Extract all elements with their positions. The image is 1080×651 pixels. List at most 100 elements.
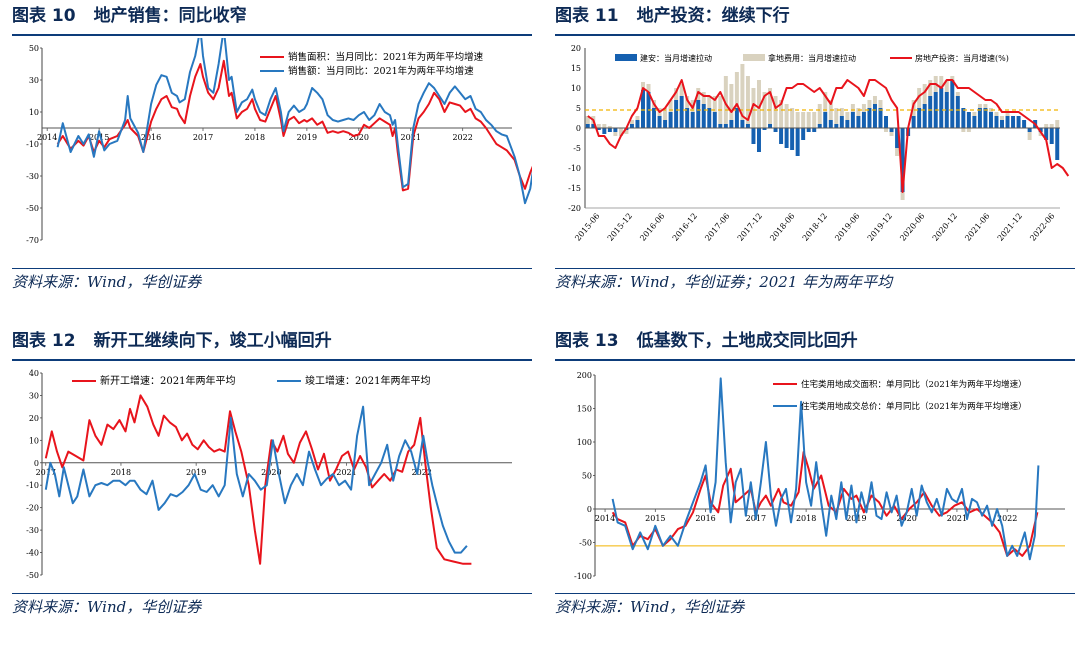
bar-land: [663, 108, 668, 120]
y-tick-label: -70: [26, 236, 39, 245]
bar-construction: [812, 128, 817, 132]
y-tick-label: 0: [587, 505, 592, 514]
bar-land: [1049, 124, 1054, 128]
bar-construction: [635, 120, 640, 128]
x-tick-label: 2021: [336, 468, 356, 477]
x-tick-label: 2017: [36, 468, 56, 477]
bar-construction: [657, 116, 662, 128]
x-tick-label: 2018-06: [768, 212, 796, 243]
x-tick-label: 2015-06: [573, 212, 601, 243]
x-tick-label: 2021: [947, 514, 967, 523]
bar-construction: [668, 112, 673, 128]
source-note: 资料来源：Wind，华创证券: [12, 593, 532, 620]
bar-construction: [585, 124, 590, 128]
bar-construction: [591, 124, 596, 128]
bar-land: [806, 112, 811, 128]
series-line: [611, 377, 1040, 561]
y-tick-label: 30: [29, 76, 39, 85]
bar-land: [679, 84, 684, 96]
x-tick-label: 2021-12: [996, 212, 1024, 243]
x-tick-label: 2022: [412, 468, 432, 477]
bar-land: [944, 80, 949, 92]
bar-construction: [1016, 116, 1021, 128]
bar-construction: [607, 128, 612, 132]
bar-construction: [602, 128, 607, 134]
bar-land: [972, 112, 977, 116]
bar-land: [845, 112, 850, 120]
bar-construction: [696, 100, 701, 128]
bar-construction: [917, 108, 922, 128]
x-tick-label: 2015-12: [606, 212, 634, 243]
bar-land: [895, 148, 900, 156]
bar-construction: [751, 128, 756, 144]
bar-construction: [895, 128, 900, 148]
bar-construction: [961, 108, 966, 128]
bar-construction: [856, 116, 861, 128]
x-tick-label: 2020: [261, 468, 281, 477]
bar-land: [723, 76, 728, 124]
bar-land: [872, 96, 877, 104]
y-tick-label: -10: [568, 164, 581, 173]
series-line: [44, 405, 468, 554]
bar-construction: [784, 128, 789, 148]
x-tick-label: 2021: [401, 133, 421, 142]
legend-label: 建安：当月增速拉动: [640, 53, 712, 63]
bar-land: [950, 76, 955, 80]
bar-land: [635, 116, 640, 120]
bar-land: [751, 88, 756, 128]
bar-construction: [679, 96, 684, 128]
bar-land: [768, 88, 773, 124]
bar-land: [784, 104, 789, 128]
legend-label: 拿地费用：当月增速拉动: [768, 53, 856, 63]
x-tick-label: 2022-06: [1028, 212, 1056, 243]
bar-construction: [911, 116, 916, 128]
x-tick-label: 2017-12: [736, 212, 764, 243]
x-tick-label: 2016: [695, 514, 715, 523]
bar-land: [884, 128, 889, 132]
bar-construction: [1027, 128, 1032, 132]
bar-land: [602, 124, 607, 128]
y-tick-label: -50: [579, 539, 592, 548]
bar-land: [790, 108, 795, 128]
bar-land: [983, 104, 988, 108]
bar-construction: [1044, 128, 1049, 140]
bar-construction: [884, 116, 889, 128]
y-tick-label: -15: [568, 184, 581, 193]
y-tick-label: 150: [577, 405, 592, 414]
legend-label: 销售额：当月同比：2021年为两年平均增速: [288, 65, 474, 77]
y-tick-label: 200: [577, 371, 592, 380]
bar-land: [629, 120, 634, 124]
y-tick-label: -50: [26, 204, 39, 213]
bar-construction: [867, 108, 872, 128]
bar-land: [729, 84, 734, 120]
bar-land: [878, 100, 883, 108]
panel-land: 图表 13 低基数下，土地成交同比回升 200 150 100 50 0 -50 -100 20…: [555, 325, 1075, 645]
bar-land: [712, 96, 717, 112]
bar-construction: [734, 108, 739, 128]
bar-construction: [773, 128, 778, 132]
x-tick-label: 2017-06: [703, 212, 731, 243]
bar-construction: [756, 128, 761, 152]
bar-construction: [1055, 128, 1060, 160]
x-tick-label: 2019-12: [866, 212, 894, 243]
bar-construction: [806, 128, 811, 132]
bar-construction: [922, 104, 927, 128]
bar-construction: [1049, 128, 1054, 144]
bar-construction: [701, 104, 706, 128]
bar-construction: [878, 108, 883, 128]
source-note: 资料来源：Wind，华创证券: [555, 593, 1075, 620]
bar-land: [762, 92, 767, 128]
bar-land: [701, 92, 706, 104]
bar-land: [977, 104, 982, 108]
panel-title: 图表 12 新开工继续向下，竣工小幅回升: [12, 329, 532, 361]
y-tick-label: 20: [29, 414, 39, 423]
bar-construction: [845, 120, 850, 128]
bar-construction: [1038, 128, 1043, 132]
x-tick-label: 2014: [37, 133, 57, 142]
bar-construction: [861, 112, 866, 128]
y-tick-label: -40: [26, 549, 39, 558]
y-tick-label: 10: [29, 436, 39, 445]
bar-construction: [723, 124, 728, 128]
